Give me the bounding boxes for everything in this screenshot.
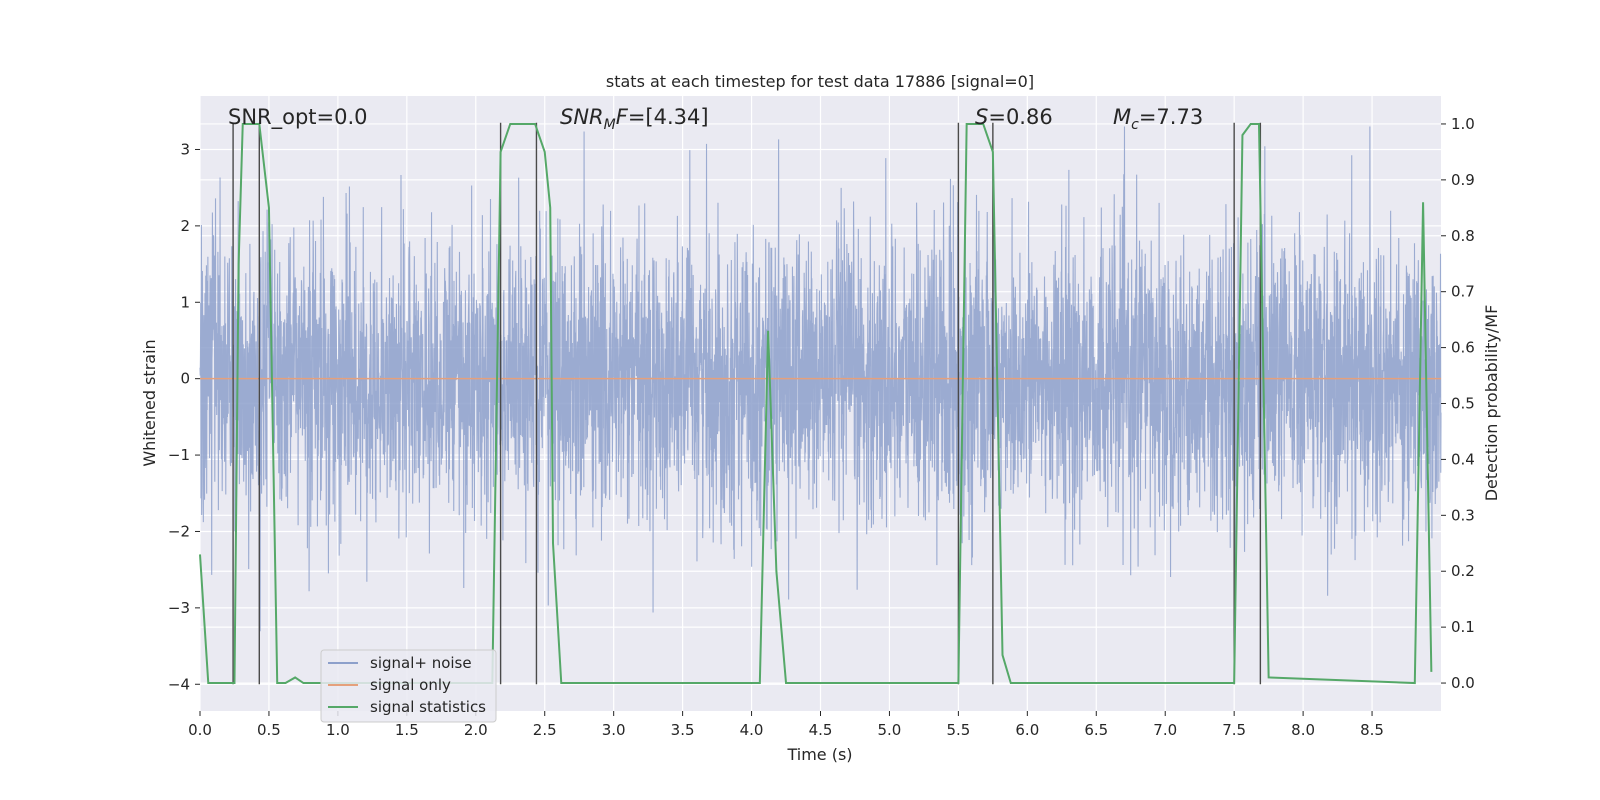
annotation-snr-mf: SNRMF=[4.34] — [560, 105, 709, 133]
y2-tick-label: 0.3 — [1451, 506, 1475, 524]
x-tick-label: 8.0 — [1291, 721, 1315, 739]
x-tick-label: 5.0 — [878, 721, 902, 739]
x-tick-label: 6.5 — [1084, 721, 1108, 739]
y-tick-label: −1 — [168, 446, 190, 464]
event-markers — [232, 122, 1262, 685]
y2-axis-label: Detection probability/MF — [1482, 305, 1501, 502]
signal-statistics-series — [199, 122, 1433, 685]
y-tick-label: 0 — [180, 370, 190, 388]
y-tick-label: −3 — [168, 599, 190, 617]
y2-tick-label: 0.7 — [1451, 283, 1475, 301]
chart-title: stats at each timestep for test data 178… — [606, 72, 1034, 91]
x-tick-label: 1.0 — [326, 721, 350, 739]
x-tick-label: 6.0 — [1015, 721, 1039, 739]
y-tick-label: −4 — [168, 675, 190, 693]
annotation-snr-opt: SNR_opt=0.0 — [228, 105, 368, 130]
y2-tick-label: 0.8 — [1451, 227, 1475, 245]
y2-tick-label: 0.1 — [1451, 618, 1475, 636]
y-tick-label: −2 — [168, 522, 190, 540]
x-tick-label: 7.5 — [1222, 721, 1246, 739]
legend: signal+ noise signal only signal statist… — [320, 649, 497, 723]
legend-box — [320, 649, 497, 723]
y2-tick-label: 0.6 — [1451, 339, 1475, 357]
tick-labels: 0.0 0.5 1.0 1.5 2.0 2.5 3.0 3.5 4.0 4.5 5.0 5.5 6.0 6… — [168, 115, 1475, 739]
annotation-s: S=0.86 — [975, 105, 1053, 129]
annotation-mc: Mc=7.73 — [1113, 105, 1203, 133]
x-tick-label: 3.5 — [671, 721, 695, 739]
x-tick-label: 0.0 — [188, 721, 212, 739]
x-axis-label: Time (s) — [786, 745, 852, 764]
x-tick-label: 2.5 — [533, 721, 557, 739]
x-tick-label: 2.0 — [464, 721, 488, 739]
y-tick-label: 1 — [180, 293, 190, 311]
x-tick-label: 0.5 — [257, 721, 281, 739]
x-tick-label: 5.5 — [946, 721, 970, 739]
legend-label-stats: signal statistics — [370, 698, 486, 716]
legend-label-noise: signal+ noise — [370, 654, 472, 672]
x-tick-label: 3.0 — [602, 721, 626, 739]
y-tick-label: 2 — [180, 217, 190, 235]
x-tick-label: 4.0 — [740, 721, 764, 739]
x-tick-label: 7.0 — [1153, 721, 1177, 739]
y2-tick-label: 0.4 — [1451, 450, 1475, 468]
y2-tick-label: 0.5 — [1451, 395, 1475, 413]
x-tick-label: 8.5 — [1360, 721, 1384, 739]
legend-label-signal: signal only — [370, 676, 451, 694]
y2-tick-label: 0.0 — [1451, 674, 1475, 692]
y2-tick-label: 0.2 — [1451, 562, 1475, 580]
y-axis-label: Whitened strain — [140, 339, 159, 466]
y2-tick-label: 0.9 — [1451, 171, 1475, 189]
x-tick-label: 4.5 — [809, 721, 833, 739]
x-tick-label: 1.5 — [395, 721, 419, 739]
y2-tick-label: 1.0 — [1451, 115, 1475, 133]
signal-statistics-line — [199, 122, 1433, 685]
y-tick-label: 3 — [180, 140, 190, 158]
